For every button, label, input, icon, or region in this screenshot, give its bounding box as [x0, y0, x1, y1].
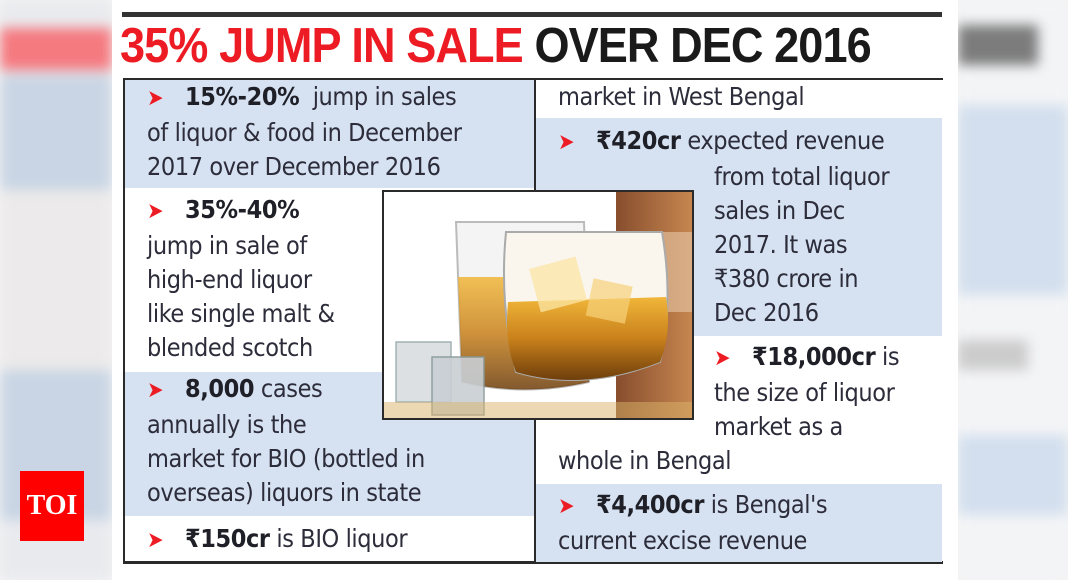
- bullet-arrow-icon: ➤: [147, 86, 164, 111]
- headline: 35% JUMP IN SALE OVER DEC 2016: [120, 16, 872, 76]
- bullet-arrow-icon: ➤: [558, 494, 575, 519]
- whisky-glass-icon: [384, 192, 692, 418]
- top-rule: [122, 12, 942, 17]
- fact-18000cr-market: ➤ ₹18,000cr is the size of liquor market …: [558, 342, 900, 475]
- headline-red: 35% JUMP IN SALE: [120, 19, 524, 73]
- fact-150cr-bio: ➤ ₹150cr is BIO liquor: [125, 522, 534, 562]
- fact-west-bengal-continuation: market in West Bengal: [558, 82, 805, 111]
- bullet-arrow-icon: ➤: [558, 130, 575, 155]
- blurred-background-right: [958, 0, 1068, 580]
- headline-black: OVER DEC 2016: [534, 19, 871, 73]
- fact-35-40-percent: ➤ 35%-40% jump in sale of high-end liquor…: [147, 195, 335, 362]
- content-frame: [123, 78, 943, 564]
- whisky-glasses-photo: [382, 190, 694, 420]
- fact-8000-cases: ➤ 8,000 cases annually is the market for …: [125, 372, 534, 516]
- fact-4400cr-excise: ➤ ₹4,400cr is Bengal's current excise rev…: [536, 484, 942, 562]
- column-divider: [534, 78, 536, 190]
- column-divider: [534, 420, 536, 564]
- bullet-arrow-icon: ➤: [147, 199, 164, 224]
- bullet-arrow-icon: ➤: [147, 378, 164, 403]
- bullet-arrow-icon: ➤: [714, 346, 731, 371]
- fact-15-20-percent: ➤ 15%-20% jump in sales of liquor & food …: [125, 80, 534, 188]
- toi-logo: TOI: [20, 471, 84, 541]
- bullet-arrow-icon: ➤: [147, 528, 164, 553]
- infographic-card: 35% JUMP IN SALE OVER DEC 2016 ➤ 15%-20% …: [112, 0, 958, 580]
